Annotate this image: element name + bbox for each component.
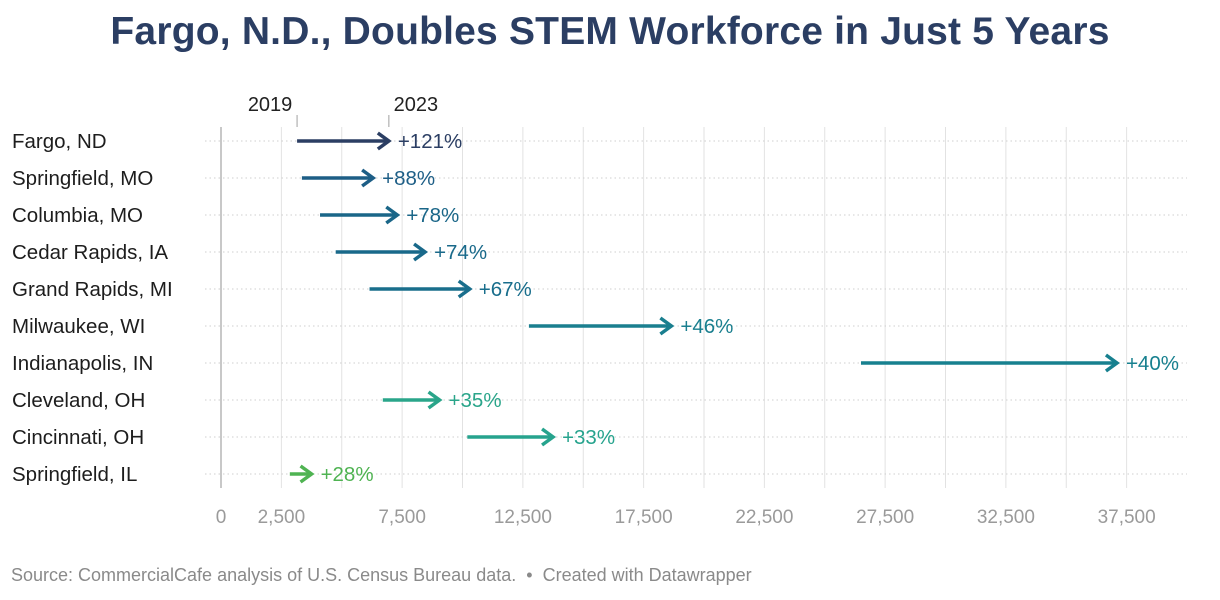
x-tick-label: 27,500 — [856, 507, 914, 528]
city-label: Indianapolis, IN — [12, 352, 153, 375]
arrow-head — [659, 316, 675, 336]
footer-separator: • — [526, 565, 533, 585]
change-label: +40% — [1126, 352, 1179, 375]
change-label: +33% — [562, 426, 615, 449]
arrow-head — [457, 279, 473, 299]
city-label: Columbia, MO — [12, 204, 143, 227]
arrow-head — [413, 242, 429, 262]
x-tick-label: 32,500 — [977, 507, 1035, 528]
city-label: Fargo, ND — [12, 130, 107, 153]
arrow-head — [541, 427, 557, 447]
source-note: Source: CommercialCafe analysis of U.S. … — [11, 565, 517, 585]
change-label: +74% — [434, 241, 487, 264]
credit-note: Created with Datawrapper — [542, 565, 752, 585]
x-tick-label: 12,500 — [494, 507, 552, 528]
start-year-label: 2019 — [248, 94, 293, 116]
change-label: +88% — [382, 167, 435, 190]
arrow-chart: 0 2,500 7,500 12,500 17,500 22,500 27,500 32,50… — [12, 94, 1187, 528]
city-label: Springfield, IL — [12, 463, 137, 486]
change-label: +35% — [449, 389, 502, 412]
arrow-head — [361, 168, 377, 188]
change-label: +28% — [321, 463, 374, 486]
arrow-head — [299, 464, 315, 484]
arrow-head — [385, 205, 401, 225]
arrow-head — [376, 131, 392, 151]
change-label: +46% — [680, 315, 733, 338]
city-label: Milwaukee, WI — [12, 315, 145, 338]
change-label: +78% — [406, 204, 459, 227]
end-year-label: 2023 — [394, 94, 439, 116]
x-tick-label: 22,500 — [735, 507, 793, 528]
chart-title: Fargo, N.D., Doubles STEM Workforce in J… — [110, 10, 1110, 53]
city-label: Springfield, MO — [12, 167, 153, 190]
city-label: Cincinnati, OH — [12, 426, 144, 449]
arrow-head — [1104, 353, 1120, 373]
x-tick-label: 0 — [216, 507, 227, 528]
x-tick-label: 37,500 — [1098, 507, 1156, 528]
x-tick-label: 17,500 — [615, 507, 673, 528]
change-label: +67% — [479, 278, 532, 301]
x-tick-label: 7,500 — [378, 507, 426, 528]
arrow-head — [427, 390, 443, 410]
x-tick-label: 2,500 — [258, 507, 306, 528]
city-label: Cleveland, OH — [12, 389, 145, 412]
city-label: Grand Rapids, MI — [12, 278, 173, 301]
change-label: +121% — [398, 130, 462, 153]
city-label: Cedar Rapids, IA — [12, 241, 168, 264]
chart-footer: Source: CommercialCafe analysis of U.S. … — [11, 565, 752, 586]
